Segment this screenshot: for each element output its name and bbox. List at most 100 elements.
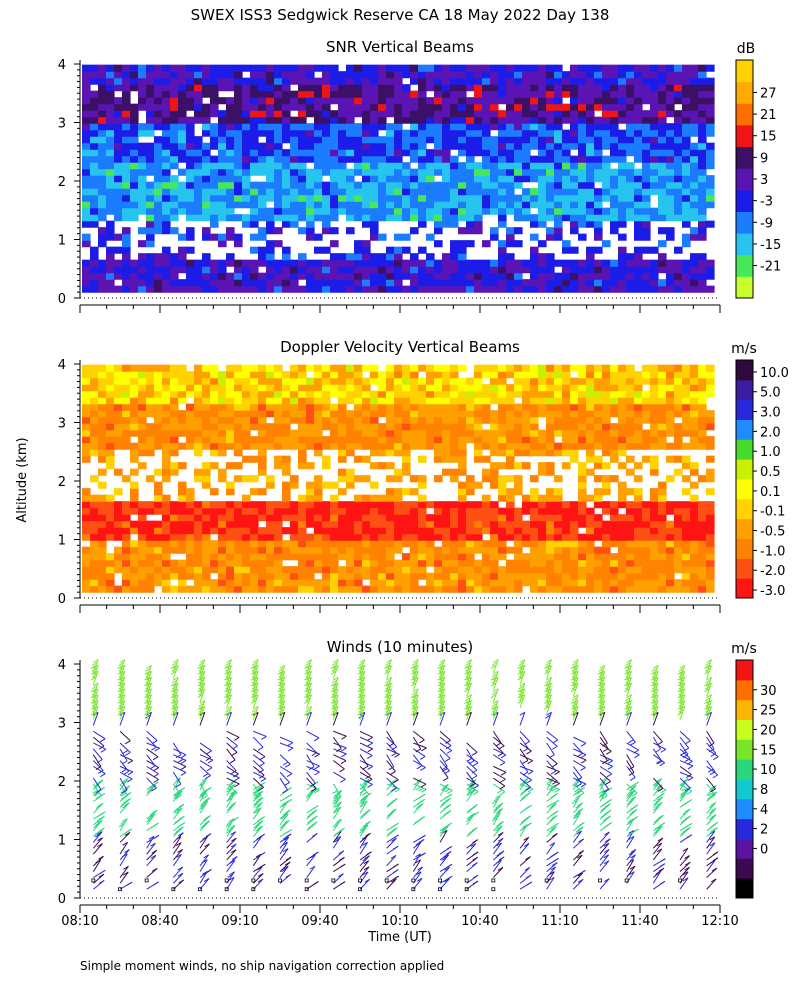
heatmap-cell bbox=[306, 64, 315, 72]
heatmap-cell bbox=[354, 436, 363, 444]
heatmap-cell bbox=[554, 175, 563, 183]
heatmap-cell bbox=[274, 194, 283, 202]
heatmap-cell bbox=[130, 384, 139, 392]
heatmap-cell bbox=[634, 546, 643, 554]
heatmap-cell bbox=[594, 527, 603, 535]
heatmap-cell bbox=[682, 162, 691, 170]
heatmap-cell bbox=[626, 540, 635, 548]
heatmap-cell bbox=[650, 488, 659, 496]
heatmap-cell bbox=[114, 423, 123, 431]
heatmap-cell bbox=[586, 410, 595, 418]
heatmap-cell bbox=[458, 181, 467, 189]
heatmap-cell bbox=[642, 266, 651, 274]
heatmap-cell bbox=[106, 97, 115, 105]
heatmap-cell bbox=[274, 142, 283, 150]
heatmap-cell bbox=[162, 403, 171, 411]
heatmap-cell bbox=[610, 566, 619, 574]
heatmap-cell bbox=[530, 285, 539, 293]
heatmap-cell bbox=[258, 384, 267, 392]
heatmap-cell bbox=[522, 559, 531, 567]
heatmap-cell bbox=[530, 514, 539, 522]
heatmap-cell bbox=[170, 285, 179, 293]
heatmap-cell bbox=[482, 77, 491, 85]
heatmap-cell bbox=[322, 162, 331, 170]
heatmap-cell bbox=[706, 364, 715, 372]
heatmap-cell bbox=[514, 533, 523, 541]
heatmap-cell bbox=[186, 429, 195, 437]
heatmap-cell bbox=[490, 97, 499, 105]
heatmap-cell bbox=[186, 285, 195, 293]
heatmap-cell bbox=[610, 175, 619, 183]
heatmap-cell bbox=[290, 129, 299, 137]
heatmap-cell bbox=[554, 488, 563, 496]
heatmap-cell bbox=[490, 462, 499, 470]
heatmap-cell bbox=[602, 546, 611, 554]
heatmap-cell bbox=[642, 377, 651, 385]
heatmap-cell bbox=[258, 181, 267, 189]
heatmap-cell bbox=[498, 579, 507, 587]
heatmap-cell bbox=[98, 416, 107, 424]
heatmap-cell bbox=[530, 403, 539, 411]
heatmap-cell bbox=[442, 201, 451, 209]
heatmap-cell bbox=[122, 84, 131, 92]
heatmap-cell bbox=[498, 253, 507, 261]
heatmap-cell bbox=[242, 279, 251, 287]
heatmap-cell bbox=[346, 520, 355, 528]
colorbar-tick-label: -3 bbox=[760, 195, 773, 210]
heatmap-cell bbox=[194, 162, 203, 170]
heatmap-cell bbox=[466, 403, 475, 411]
heatmap-cell bbox=[194, 410, 203, 418]
heatmap-cell bbox=[282, 540, 291, 548]
heatmap-cell bbox=[258, 71, 267, 79]
heatmap-cell bbox=[642, 155, 651, 163]
heatmap-cell bbox=[578, 155, 587, 163]
heatmap-cell bbox=[330, 71, 339, 79]
heatmap-cell bbox=[202, 207, 211, 215]
heatmap-cell bbox=[666, 507, 675, 515]
heatmap-cell bbox=[642, 279, 651, 287]
heatmap-cell bbox=[666, 129, 675, 137]
heatmap-cell bbox=[682, 64, 691, 72]
heatmap-cell bbox=[618, 149, 627, 157]
heatmap-cell bbox=[242, 475, 251, 483]
heatmap-cell bbox=[538, 103, 547, 111]
heatmap-cell bbox=[442, 403, 451, 411]
heatmap-cell bbox=[370, 227, 379, 235]
heatmap-cell bbox=[434, 155, 443, 163]
heatmap-cell bbox=[122, 533, 131, 541]
heatmap-cell bbox=[410, 168, 419, 176]
heatmap-cell bbox=[474, 572, 483, 580]
heatmap-cell bbox=[106, 442, 115, 450]
heatmap-cell bbox=[218, 266, 227, 274]
heatmap-cell bbox=[690, 214, 699, 222]
heatmap-cell bbox=[490, 481, 499, 489]
heatmap-cell bbox=[674, 566, 683, 574]
heatmap-cell bbox=[234, 566, 243, 574]
heatmap-cell bbox=[370, 123, 379, 131]
heatmap-cell bbox=[690, 442, 699, 450]
heatmap-cell bbox=[178, 429, 187, 437]
heatmap-cell bbox=[426, 501, 435, 509]
heatmap-cell bbox=[570, 390, 579, 398]
heatmap-cell bbox=[482, 103, 491, 111]
heatmap-cell bbox=[506, 403, 515, 411]
heatmap-cell bbox=[274, 566, 283, 574]
heatmap-cell bbox=[258, 585, 267, 593]
heatmap-cell bbox=[498, 220, 507, 228]
heatmap-cell bbox=[410, 194, 419, 202]
heatmap-cell bbox=[450, 253, 459, 261]
heatmap-cell bbox=[298, 201, 307, 209]
heatmap-cell bbox=[98, 214, 107, 222]
heatmap-cell bbox=[586, 527, 595, 535]
heatmap-cell bbox=[98, 377, 107, 385]
heatmap-cell bbox=[642, 116, 651, 124]
heatmap-cell bbox=[698, 207, 707, 215]
heatmap-cell bbox=[642, 455, 651, 463]
heatmap-cell bbox=[626, 168, 635, 176]
heatmap-cell bbox=[570, 162, 579, 170]
heatmap-cell bbox=[498, 240, 507, 248]
heatmap-cell bbox=[538, 279, 547, 287]
heatmap-cell bbox=[282, 546, 291, 554]
heatmap-cell bbox=[162, 84, 171, 92]
heatmap-cell bbox=[210, 207, 219, 215]
